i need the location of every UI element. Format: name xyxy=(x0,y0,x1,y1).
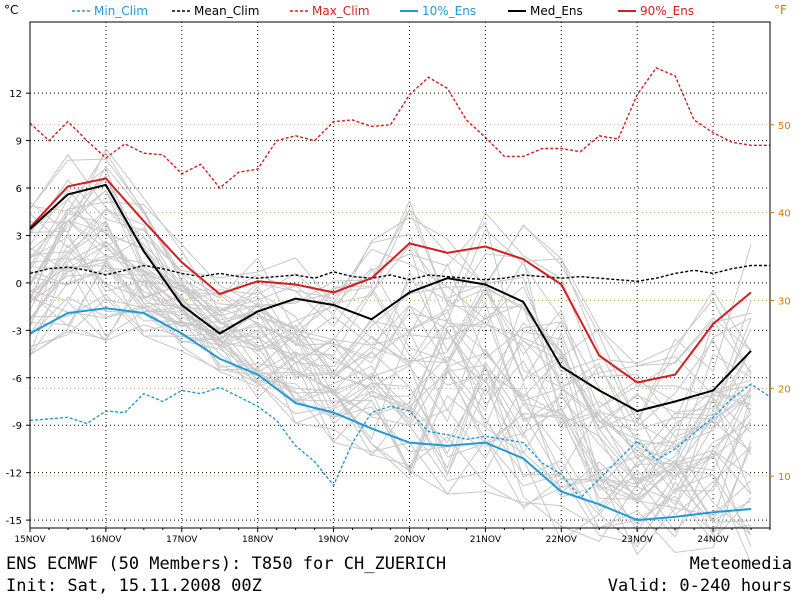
legend-label: 90%_Ens xyxy=(640,4,694,18)
legend-label: Max_Clim xyxy=(312,4,370,18)
valid-range: Valid: 0-240 hours xyxy=(607,576,792,596)
ensemble-member-line xyxy=(29,247,752,448)
x-tick-label: 16NOV xyxy=(90,535,122,545)
y-tick-label-right: 30 xyxy=(778,296,791,307)
ensemble-member-line xyxy=(29,270,752,538)
ensemble-member-line xyxy=(29,213,752,478)
y-unit-left: °C xyxy=(4,3,18,17)
ensemble-member-line xyxy=(29,166,752,376)
ensemble-member-line xyxy=(29,189,752,446)
legend-label: 10%_Ens xyxy=(422,4,476,18)
ensemble-member-line xyxy=(29,158,752,423)
chart-legend: Min_Clim Mean_Clim Max_Clim 10%_Ens 90%_Ens M… xyxy=(72,4,694,18)
ensemble-member-line xyxy=(29,201,752,373)
y-axis-right: 50 40 30 20 10 xyxy=(770,121,791,483)
chart-title: ENS ECMWF (50 Members): T850 for CH_ZUER… xyxy=(6,554,447,574)
x-axis: 15NOV 16NOV 17NOV 18NOV 19NOV 20NOV 21NOV 22NOV… xyxy=(14,528,771,545)
series-line-max-clim xyxy=(29,67,770,189)
ensemble-member-line xyxy=(29,240,752,532)
series-line-min-clim xyxy=(29,383,771,500)
ensemble-member-line xyxy=(29,280,752,556)
ensemble-member-line xyxy=(29,209,752,433)
init-time: Init: Sat, 15.11.2008 00Z xyxy=(6,576,262,596)
x-tick-label: 15NOV xyxy=(14,535,46,545)
ensemble-member-line xyxy=(29,176,752,461)
legend-label: Med_Ens xyxy=(530,4,583,18)
ensemble-member-line xyxy=(29,273,752,564)
ensemble-member-line xyxy=(29,219,752,495)
x-tick-label: 24NOV xyxy=(697,535,729,545)
x-tick-label: 19NOV xyxy=(318,535,350,545)
y-tick-label: 9 xyxy=(16,137,22,148)
ensemble-member-line xyxy=(29,273,752,542)
y-tick-label-right: 50 xyxy=(778,121,791,132)
x-tick-label: 21NOV xyxy=(470,535,502,545)
ensemble-member-line xyxy=(29,220,752,481)
y-tick-label: -6 xyxy=(12,374,22,385)
series-line-med-ens xyxy=(29,183,752,413)
y-tick-label: -15 xyxy=(6,516,22,527)
y-tick-label: -12 xyxy=(6,469,22,480)
y-tick-label: 3 xyxy=(16,231,22,242)
x-tick-label: 22NOV xyxy=(546,535,578,545)
legend-label: Min_Clim xyxy=(94,4,148,18)
x-tick-label: 17NOV xyxy=(166,535,198,545)
series-line-90-ens xyxy=(29,177,752,384)
y-tick-label-right: 10 xyxy=(778,472,791,483)
x-tick-label: 18NOV xyxy=(242,535,274,545)
ensemble-member-line xyxy=(29,236,752,483)
y-tick-label: -3 xyxy=(12,326,22,337)
ensemble-member-line xyxy=(29,250,752,516)
x-tick-label: 20NOV xyxy=(394,535,426,545)
ensemble-member-line xyxy=(29,261,752,488)
ensemble-member-line xyxy=(29,189,752,428)
ensemble-member-line xyxy=(29,294,752,544)
y-axis-left: 12 9 6 3 0 -3 -6 -9 -12 -15 xyxy=(6,89,30,527)
ensemble-member-line xyxy=(29,153,752,422)
ensemble-member-line xyxy=(29,244,752,492)
series-line-10-ens xyxy=(29,307,752,522)
y-tick-label: 0 xyxy=(16,279,22,290)
ensemble-member-line xyxy=(29,208,752,431)
y-tick-label-right: 20 xyxy=(778,384,791,395)
ensemble-member-line xyxy=(29,259,752,536)
ensemble-member-line xyxy=(29,257,752,495)
series-line-mean-clim xyxy=(29,264,770,283)
series-lines xyxy=(29,67,771,522)
legend-label: Mean_Clim xyxy=(194,4,259,18)
y-tick-label-right: 40 xyxy=(778,209,791,220)
y-unit-right: °F xyxy=(774,3,787,17)
y-tick-label: -9 xyxy=(12,421,22,432)
x-tick-label: 23NOV xyxy=(622,535,654,545)
y-tick-label: 12 xyxy=(9,89,22,100)
ensemble-member-line xyxy=(29,265,752,542)
y-tick-label: 6 xyxy=(16,184,22,195)
ensemble-member-line xyxy=(29,220,752,500)
brand-label: Meteomedia xyxy=(689,554,792,574)
ensemble-member-line xyxy=(29,301,752,554)
ensemble-members xyxy=(29,147,752,564)
plot-frame xyxy=(29,21,771,529)
